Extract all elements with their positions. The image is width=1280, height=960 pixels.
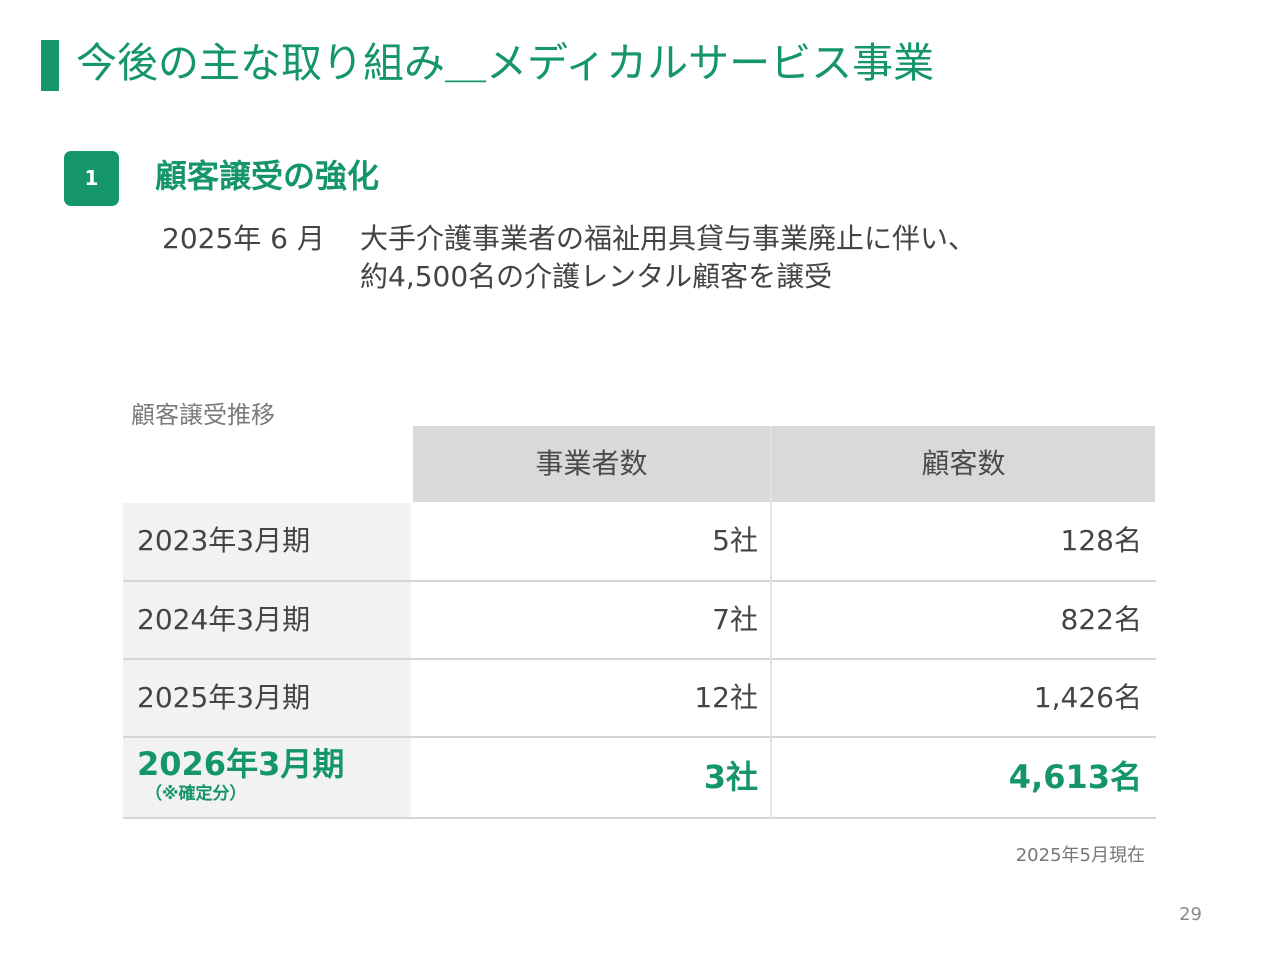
row-companies: 12社 (694, 681, 758, 714)
row-customers: 128名 (1060, 524, 1142, 557)
table-row-highlighted: 2026年3月期 （※確定分） 3社 4,613名 (123, 738, 1156, 819)
title-accent-bar (41, 40, 59, 91)
row-period: 2026年3月期 (137, 745, 345, 783)
row-period: 2025年3月期 (123, 660, 411, 736)
table-caption: 顧客譲受推移 (131, 401, 275, 429)
as-of-date: 2025年5月現在 (1015, 845, 1145, 866)
table-row: 2023年3月期 5社 128名 (123, 503, 1156, 582)
row-period-note: （※確定分） (145, 784, 247, 804)
table-row: 2025年3月期 12社 1,426名 (123, 660, 1156, 738)
page-title: 今後の主な取り組み＿メディカルサービス事業 (76, 39, 935, 87)
row-period-cell: 2026年3月期 （※確定分） (123, 738, 411, 817)
description-date: 2025年 6 月 (162, 222, 325, 255)
row-period: 2024年3月期 (123, 582, 411, 658)
row-period: 2023年3月期 (123, 503, 411, 580)
row-companies: 3社 (703, 758, 758, 796)
page-number: 29 (1179, 904, 1202, 925)
row-companies: 7社 (712, 603, 758, 636)
description-line-2: 約4,500名の介護レンタル顧客を譲受 (360, 260, 833, 293)
table-row: 2024年3月期 7社 822名 (123, 582, 1156, 660)
column-divider (770, 426, 772, 819)
section-number-badge: 1 (64, 151, 119, 206)
description-line-1: 大手介護事業者の福祉用具貸与事業廃止に伴い、 (360, 222, 977, 255)
row-companies: 5社 (712, 524, 758, 557)
row-customers: 822名 (1060, 603, 1142, 636)
row-customers: 1,426名 (1033, 681, 1142, 714)
table-header-customers: 顧客数 (772, 426, 1155, 502)
section-heading: 顧客譲受の強化 (155, 157, 380, 195)
table-header-companies: 事業者数 (413, 426, 770, 502)
row-customers: 4,613名 (1008, 758, 1142, 796)
